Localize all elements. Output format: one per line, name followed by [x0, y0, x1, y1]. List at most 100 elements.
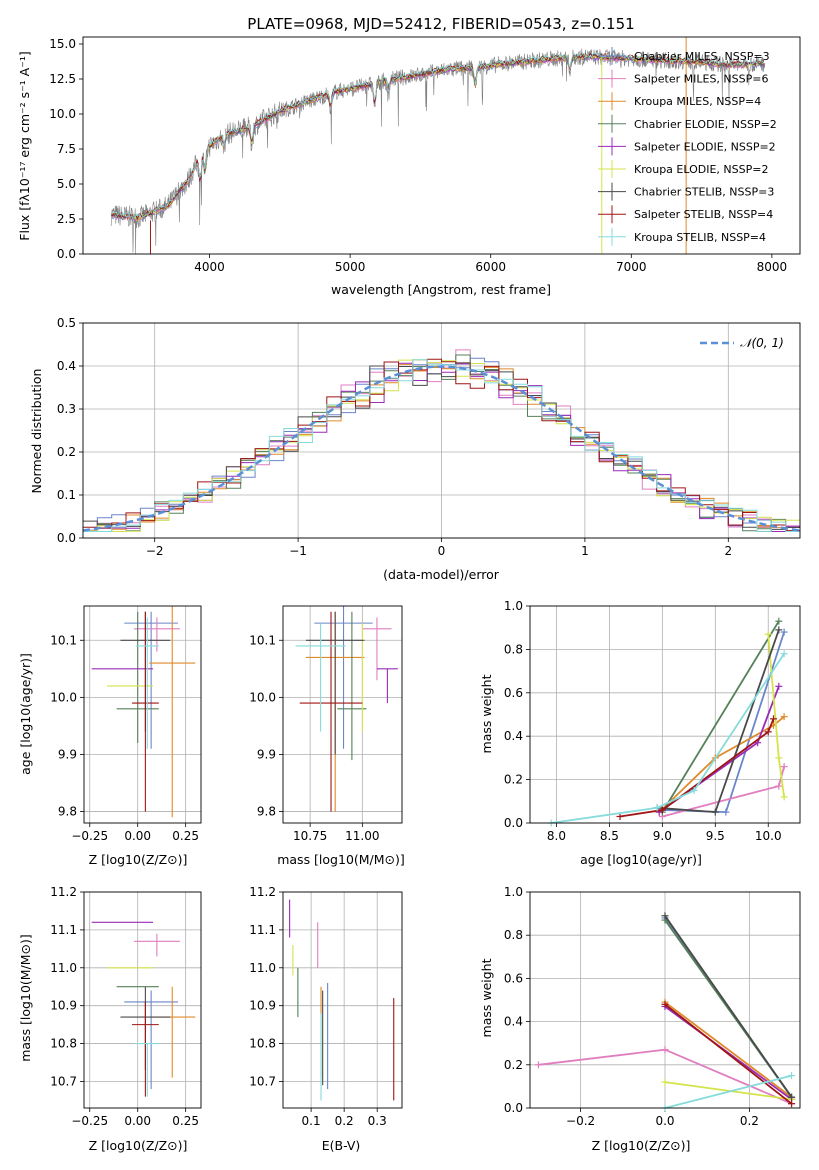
- ageZ-ytick-label: 9.8: [58, 805, 77, 819]
- spectrum-model-salpeter_stelib: [110, 52, 765, 220]
- ageZ-ytick-label: 10.0: [50, 690, 77, 704]
- residual-ytick-label: 0.3: [57, 402, 76, 416]
- wAge-xtick-label: 9.0: [653, 829, 672, 843]
- spectrum-xtick-label: 7000: [616, 260, 647, 274]
- wZ-line-kroupa_miles: [664, 1001, 793, 1098]
- mE-xtick-label: 0.3: [368, 1114, 387, 1128]
- spectrum-legend-label: Salpeter MILES, NSSP=6: [634, 73, 768, 86]
- mE-xtick-label: 0.1: [302, 1114, 321, 1128]
- wZ-ytick-label: 0.2: [504, 1058, 523, 1072]
- residual-plot-area: −2 −1 0 1 2 0.0 0.1 0.2 0.3 0.4 0.5: [57, 316, 801, 558]
- wAge-xtick-label: 10.0: [755, 829, 782, 843]
- wZ-ytick-label: 1.0: [504, 885, 523, 899]
- spectrum-xtick-label: 5000: [335, 260, 366, 274]
- mE-ytick-label: 10.9: [249, 999, 276, 1013]
- residual-ytick-label: 0.1: [57, 488, 76, 502]
- ageZ-xtick-label: 0.25: [172, 829, 199, 843]
- spectrum-ytick-label: 12.5: [49, 72, 76, 86]
- mE-ytick-label: 11.2: [249, 885, 276, 899]
- spectrum-legend-label: Kroupa STELIB, NSSP=4: [634, 231, 766, 244]
- mE-xlabel: E(B-V): [322, 1138, 361, 1153]
- spectrum-ytick-label: 5.0: [57, 177, 76, 191]
- mZ-ytick-label: 11.2: [50, 885, 77, 899]
- wAge-line-salpeter_stelib: [619, 718, 775, 818]
- spectrum-xtick-label: 6000: [475, 260, 506, 274]
- residual-hist-salpeter_stelib: [83, 358, 800, 532]
- wAge-line-kroupa_miles: [658, 716, 785, 813]
- spectrum-frame: [82, 36, 801, 255]
- wZ-xtick-label: −0.2: [566, 1114, 595, 1128]
- mZ-xtick-label: 0.00: [124, 1114, 151, 1128]
- mZ-frame: [83, 891, 202, 1109]
- spectrum-plot-area: 4000 5000 6000 7000 8000 0.0 2.5 5.0 7.5 10.0 12.5…: [49, 36, 801, 274]
- mZ-ytick-label: 10.9: [50, 999, 77, 1013]
- mZ-ylabel: mass [log10(M/M⊙)]: [18, 934, 33, 1062]
- spectrum-legend-label: Chabrier ELODIE, NSSP=2: [634, 118, 777, 131]
- ageM-xtick-label: 11.00: [345, 829, 379, 843]
- wZ-ytick-label: 0.6: [504, 971, 523, 985]
- residual-xtick-label: 2: [724, 544, 732, 558]
- mass-vs-metallicity-panel: −0.25 0.00 0.25 10.7 10.8 10.9 11.0 11.1 11.2: [50, 885, 202, 1128]
- wZ-xtick-label: 0.0: [655, 1114, 674, 1128]
- wZ-xtick-label: 0.2: [740, 1114, 759, 1128]
- residual-xlabel: (data-model)/error: [383, 567, 500, 582]
- mZ-xlabel: Z [log10(Z/Z⊙)]: [89, 1138, 188, 1153]
- spectrum-ytick-label: 15.0: [49, 37, 76, 51]
- wAge-ytick-label: 0.0: [504, 816, 523, 830]
- spectrum-ylabel: Flux [fλ10⁻¹⁷ erg cm⁻² s⁻¹ A⁻¹]: [17, 51, 32, 240]
- spectrum-model-kroupa_stelib: [110, 52, 765, 219]
- spectrum-legend: Chabrier MILES, NSSP=3 Salpeter MILES, NS…: [598, 47, 777, 246]
- mZ-xtick-label: 0.25: [172, 1114, 199, 1128]
- wZ-xlabel: Z [log10(Z/Z⊙)]: [592, 1138, 691, 1153]
- spectrum-xtick-label: 4000: [194, 260, 225, 274]
- ageM-ytick-label: 9.9: [257, 747, 276, 761]
- mZ-ytick-label: 10.7: [50, 1074, 77, 1088]
- residual-ytick-label: 0.4: [57, 359, 76, 373]
- spectrum-ytick-label: 7.5: [57, 142, 76, 156]
- wZ-line-kroupa_elodie: [664, 1081, 792, 1101]
- wZ-ylabel: mass weight: [479, 958, 494, 1037]
- spectrum-legend-label: Kroupa ELODIE, NSSP=2: [634, 163, 768, 176]
- wAge-xlabel: age [log10(age/yr)]: [580, 852, 702, 867]
- spectrum-title: PLATE=0968, MJD=52412, FIBERID=0543, z=0…: [247, 15, 634, 33]
- wAge-xtick-label: 9.5: [706, 829, 725, 843]
- mZ-ytick-label: 11.1: [50, 923, 77, 937]
- spectrum-legend-label: Kroupa MILES, NSSP=4: [634, 95, 761, 108]
- mE-ytick-label: 10.8: [249, 1037, 276, 1051]
- residual-hist-salpeter_miles: [83, 349, 800, 532]
- ageM-ytick-label: 10.0: [249, 690, 276, 704]
- wAge-ylabel: mass weight: [479, 674, 494, 753]
- mE-xtick-label: 0.2: [335, 1114, 354, 1128]
- wZ-line-salpeter_stelib: [664, 1003, 793, 1105]
- wAge-line-chabrier_elodie: [661, 620, 780, 813]
- wAge-ytick-label: 0.4: [504, 729, 523, 743]
- ageZ-xtick-label: −0.25: [71, 829, 108, 843]
- wZ-line-chabrier_stelib: [664, 915, 793, 1098]
- ageZ-xlabel: Z [log10(Z/Z⊙)]: [89, 852, 188, 867]
- ageZ-ylabel: age [log10(age/yr)]: [18, 653, 33, 775]
- ageZ-xtick-label: 0.00: [124, 829, 151, 843]
- spectrum-ytick-label: 10.0: [49, 107, 76, 121]
- spectrum-legend-label: Salpeter ELODIE, NSSP=2: [634, 140, 776, 153]
- mZ-xtick-label: −0.25: [71, 1114, 108, 1128]
- mZ-ytick-label: 11.0: [50, 961, 77, 975]
- ageZ-frame: [83, 605, 202, 824]
- mE-ytick-label: 11.0: [249, 961, 276, 975]
- spectrum-xtick-label: 8000: [757, 260, 788, 274]
- weight-vs-metallicity-panel: −0.2 0.0 0.2 0.0 0.2 0.4 0.6 0.8 1.0: [504, 885, 801, 1128]
- wAge-ytick-label: 1.0: [504, 599, 523, 613]
- wAge-line-kroupa_stelib: [551, 653, 785, 823]
- ageM-frame: [282, 605, 403, 824]
- spectrum-legend-label: Chabrier MILES, NSSP=3: [634, 50, 770, 63]
- age-vs-metallicity-panel: −0.25 0.00 0.25 9.8 9.9 10.0 10.1: [50, 605, 202, 843]
- residual-legend: 𝒩(0, 1): [700, 336, 784, 350]
- normal-legend-label: 𝒩(0, 1): [740, 336, 784, 350]
- mZ-ytick-label: 10.8: [50, 1037, 77, 1051]
- residual-xtick-label: 1: [581, 544, 589, 558]
- wZ-ytick-label: 0.8: [504, 928, 523, 942]
- mE-ytick-label: 10.7: [249, 1074, 276, 1088]
- ageZ-ytick-label: 10.1: [50, 633, 77, 647]
- ageM-ytick-label: 9.8: [257, 805, 276, 819]
- spectrum-ytick-label: 0.0: [57, 247, 76, 261]
